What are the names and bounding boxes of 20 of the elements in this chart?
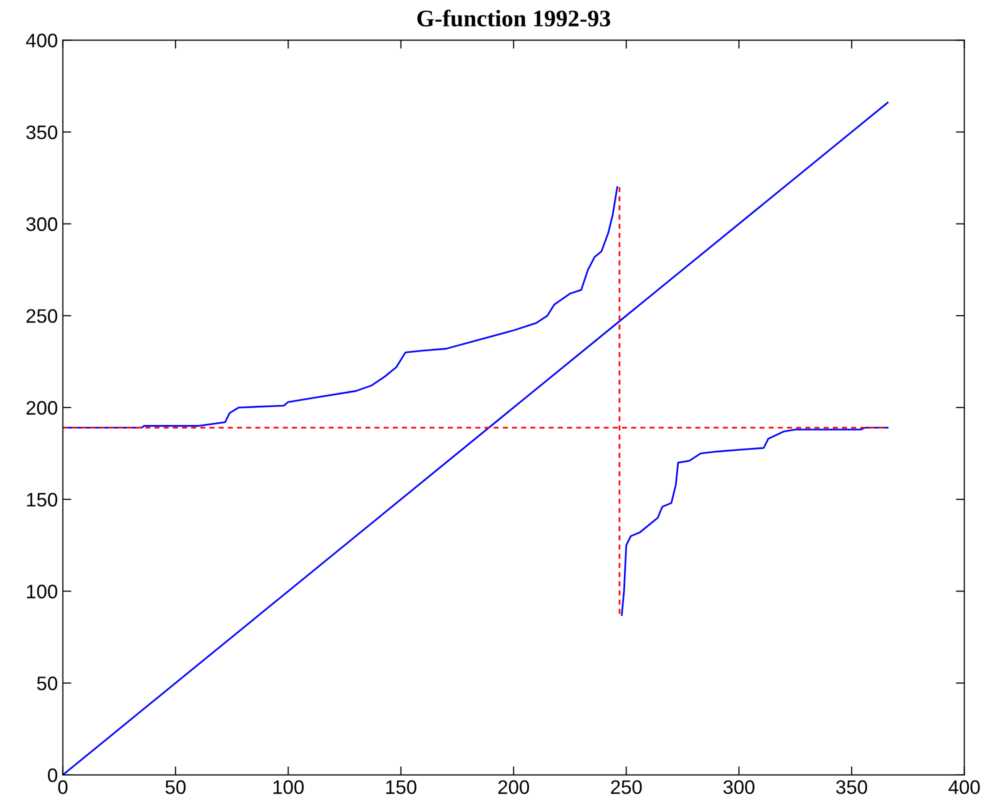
y-tick-label: 250: [26, 309, 58, 323]
x-tick-label: 100: [273, 780, 304, 794]
y-tick-label: 50: [37, 676, 58, 690]
line-series: [620, 426, 889, 616]
x-tick-label: 300: [723, 780, 754, 794]
y-tick-label: 350: [26, 125, 58, 140]
y-tick-label: 0: [48, 768, 58, 782]
x-tick-label: 50: [165, 780, 186, 794]
x-tick-label: 250: [611, 780, 642, 794]
y-tick-label: 200: [26, 400, 58, 415]
y-tick-label: 300: [26, 217, 58, 232]
x-tick-label: 0: [58, 780, 68, 794]
x-tick-label: 400: [948, 780, 980, 794]
chart-title: G-function 1992-93: [417, 10, 610, 27]
x-tick-label: 200: [498, 780, 530, 794]
y-tick-label: 400: [26, 34, 58, 48]
x-tick-label: 350: [836, 780, 868, 794]
x-tick-label: 150: [386, 780, 416, 794]
y-tick-label: 100: [27, 584, 58, 598]
y-tick-label: 150: [27, 492, 58, 507]
